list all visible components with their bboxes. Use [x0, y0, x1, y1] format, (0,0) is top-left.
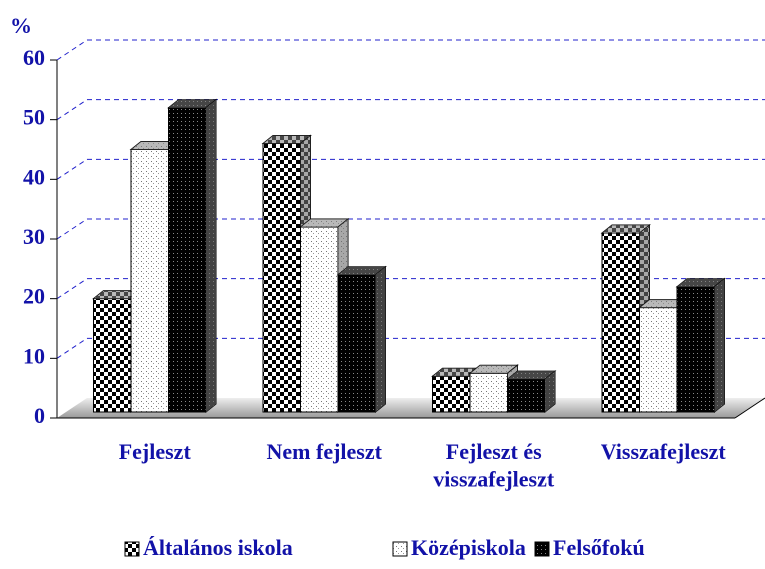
legend-swatch — [534, 541, 550, 557]
bar — [337, 274, 376, 413]
bar-top-shade — [168, 99, 216, 108]
bar — [507, 378, 546, 413]
bar-top-shade — [432, 368, 480, 377]
bar-top-shade — [507, 371, 555, 380]
bar-side-shade — [206, 99, 216, 412]
grid-line — [56, 99, 88, 121]
bar-top-shade — [300, 219, 348, 228]
y-tick-label: 50 — [23, 105, 45, 130]
bar-side-shade — [545, 371, 555, 412]
bar-top-shade — [338, 266, 386, 275]
y-tick-label: 10 — [23, 343, 45, 368]
legend-label: Általános iskola — [143, 535, 293, 560]
bar-top-shade — [602, 225, 650, 233]
legend-swatch — [124, 541, 140, 557]
x-tick-label: Fejleszt és visszafejleszt — [433, 439, 555, 492]
bar-top-shade — [639, 299, 687, 308]
grid-line — [56, 337, 88, 359]
grid-line — [56, 39, 88, 61]
bar-side-shade — [714, 278, 725, 412]
legend-label: Felsőfokú — [553, 535, 645, 560]
bar — [676, 286, 715, 413]
y-tick-label: 40 — [23, 164, 45, 189]
y-axis-label: % — [10, 13, 32, 38]
y-tick-label: 60 — [23, 45, 45, 70]
bar — [432, 375, 471, 413]
grid-line — [56, 158, 88, 180]
y-tick-label: 20 — [23, 284, 45, 309]
bar — [168, 107, 207, 413]
grid-line — [56, 278, 88, 300]
x-tick-label: Nem fejleszt — [267, 439, 383, 464]
legend-swatch — [392, 541, 408, 557]
bar — [130, 148, 169, 413]
bar-top-shade — [93, 290, 141, 299]
bar — [93, 298, 132, 413]
bar — [300, 226, 339, 413]
bar — [262, 143, 301, 413]
y-tick-label: 0 — [34, 403, 45, 428]
grid-line — [56, 218, 88, 240]
y-tick-label: 30 — [23, 224, 45, 249]
bar-top-shade — [263, 135, 311, 144]
bar — [601, 232, 640, 413]
floor-edge — [734, 397, 765, 419]
bar-top-shade — [131, 141, 179, 150]
bar-top-shade — [470, 365, 518, 374]
legend-label: Középiskola — [411, 535, 526, 560]
x-tick-label: Visszafejleszt — [601, 439, 727, 464]
bar-side-shade — [375, 266, 386, 412]
bar — [469, 372, 508, 413]
bar — [639, 307, 678, 413]
bar-top-shade — [677, 278, 725, 287]
floor — [57, 398, 765, 418]
x-tick-label: Fejleszt — [119, 439, 192, 464]
